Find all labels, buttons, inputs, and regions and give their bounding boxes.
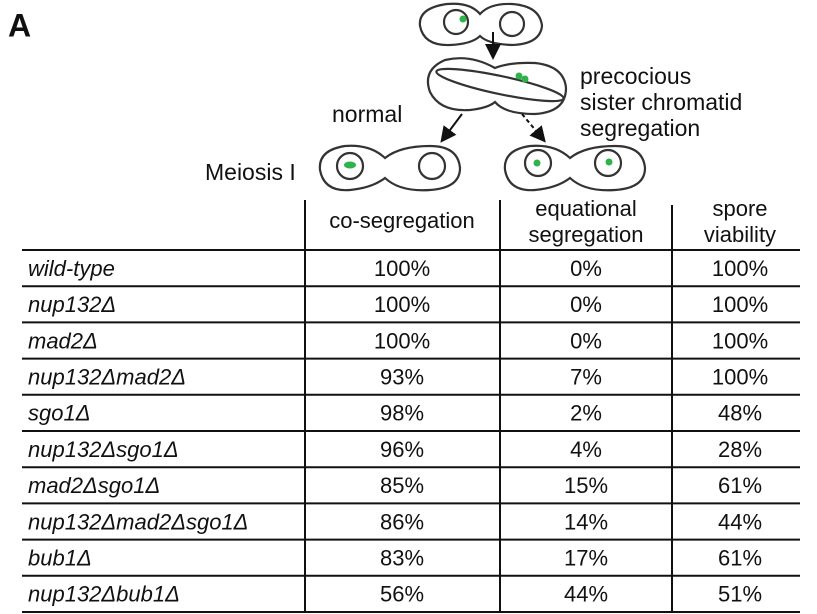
nucleus: [500, 12, 524, 36]
chromosome: [606, 159, 613, 166]
table-cell: 100%: [712, 365, 768, 390]
chromosome: [534, 160, 541, 167]
table-cell: 44%: [564, 582, 608, 607]
column-header: viability: [704, 222, 776, 247]
table-cell: 98%: [380, 401, 424, 426]
column-header: co-segregation: [329, 208, 475, 233]
table-cell: 0%: [570, 256, 602, 281]
row-label: mad2Δsgo1Δ: [28, 473, 160, 498]
row-label: sgo1Δ: [28, 401, 90, 426]
row-label: nup132Δmad2Δ: [28, 365, 186, 390]
chromosome: [522, 76, 529, 83]
table-cell: 61%: [718, 473, 762, 498]
table-cell: 100%: [712, 256, 768, 281]
table-cell: 7%: [570, 365, 602, 390]
diagram-label: Meiosis I: [205, 159, 296, 185]
table-cell: 28%: [718, 437, 762, 462]
panel-label: A: [8, 7, 31, 43]
table-cell: 61%: [718, 546, 762, 571]
table-cell: 56%: [380, 582, 424, 607]
figure: A precocious sister chromatid segregatio…: [0, 0, 817, 614]
table-cell: 0%: [570, 292, 602, 317]
table-cell: 86%: [380, 509, 424, 534]
diagram-label: normal: [332, 101, 402, 127]
table-cell: 83%: [380, 546, 424, 571]
nucleus: [419, 153, 445, 179]
row-label: mad2Δ: [28, 328, 98, 353]
diagram-label: sister chromatid: [580, 89, 742, 115]
table-cell: 48%: [718, 401, 762, 426]
table-cell: 100%: [712, 328, 768, 353]
table-cell: 4%: [570, 437, 602, 462]
arrow: [522, 114, 542, 138]
row-label: nup132Δbub1Δ: [28, 582, 180, 607]
row-label: nup132Δsgo1Δ: [28, 437, 179, 462]
table-cell: 96%: [380, 437, 424, 462]
row-label: nup132Δmad2Δsgo1Δ: [28, 509, 248, 534]
diagram-label: precocious: [580, 63, 691, 89]
table-cell: 44%: [718, 509, 762, 534]
column-header: equational: [535, 196, 637, 221]
table-cell: 93%: [380, 365, 424, 390]
table-cell: 2%: [570, 401, 602, 426]
diagram-label: segregation: [580, 115, 700, 141]
table-cell: 15%: [564, 473, 608, 498]
table-cell: 51%: [718, 582, 762, 607]
table-cell: 85%: [380, 473, 424, 498]
column-header: spore: [712, 196, 767, 221]
row-label: wild-type: [28, 256, 115, 281]
table-cell: 0%: [570, 328, 602, 353]
table-cell: 100%: [374, 292, 430, 317]
column-header: segregation: [529, 222, 644, 247]
chromosome: [460, 16, 467, 23]
table-cell: 100%: [712, 292, 768, 317]
page: A precocious sister chromatid segregatio…: [0, 0, 817, 614]
arrow: [444, 114, 462, 138]
table-cell: 100%: [374, 256, 430, 281]
row-label: bub1Δ: [28, 546, 92, 571]
diagram: precocious sister chromatid segregation …: [205, 4, 742, 191]
row-label: nup132Δ: [28, 292, 116, 317]
table-cell: 100%: [374, 328, 430, 353]
chromosome: [344, 162, 356, 169]
chromosome: [516, 73, 523, 80]
table-cell: 14%: [564, 509, 608, 534]
table-cell: 17%: [564, 546, 608, 571]
